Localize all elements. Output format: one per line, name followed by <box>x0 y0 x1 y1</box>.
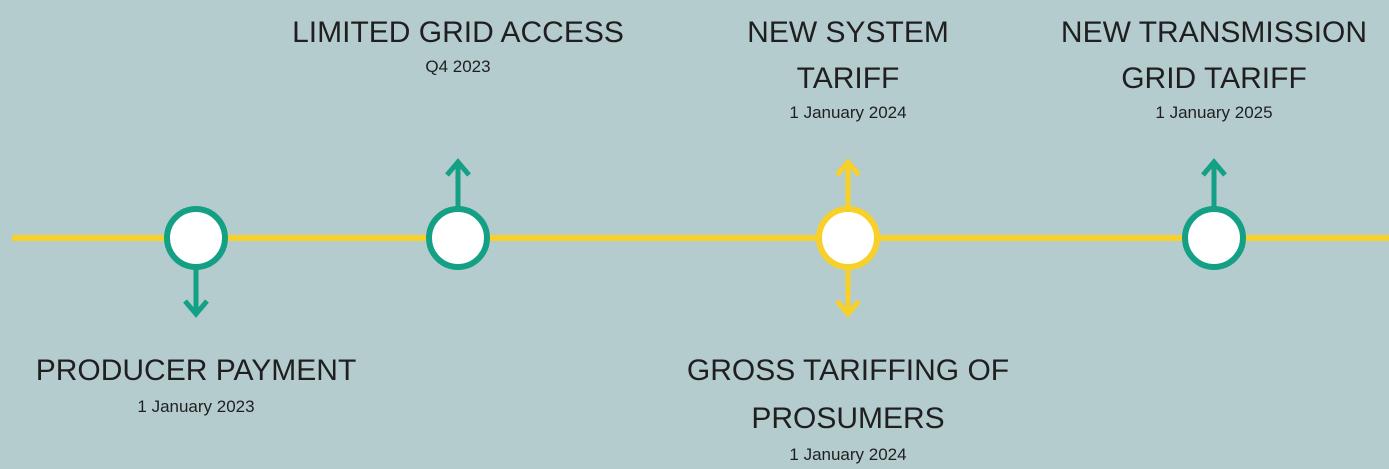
event-title: GRID TARIFF <box>1121 62 1307 95</box>
event-label: GROSS TARIFFING OF PROSUMERS 1 January 202… <box>687 354 1009 464</box>
arrow-head <box>183 299 209 318</box>
event-date: 1 January 2025 <box>1155 103 1272 122</box>
event-title: LIMITED GRID ACCESS <box>292 16 624 49</box>
event-title: NEW SYSTEM <box>747 16 949 49</box>
event-label: NEW TRANSMISSION GRID TARIFF 1 January 202… <box>1061 16 1367 122</box>
event-date: Q4 2023 <box>425 57 490 76</box>
event-label: NEW SYSTEM TARIFF 1 January 2024 <box>747 16 949 122</box>
arrow-head <box>835 158 861 177</box>
event-node <box>1182 206 1246 270</box>
event-label: PRODUCER PAYMENT 1 January 2023 <box>36 354 357 416</box>
event-title: GROSS TARIFFING OF <box>687 354 1009 387</box>
event-date: 1 January 2023 <box>137 397 254 416</box>
event-label: LIMITED GRID ACCESS Q4 2023 <box>292 16 624 76</box>
event-title: PROSUMERS <box>751 402 944 435</box>
arrow-head <box>445 158 471 177</box>
event-node <box>164 206 228 270</box>
event-title: PRODUCER PAYMENT <box>36 354 357 387</box>
arrow-head <box>835 299 861 318</box>
event-date: 1 January 2024 <box>789 103 906 122</box>
event-date: 1 January 2024 <box>789 445 906 464</box>
arrow-head <box>1201 158 1227 177</box>
event-title: NEW TRANSMISSION <box>1061 16 1367 49</box>
event-node <box>426 206 490 270</box>
event-title: TARIFF <box>797 62 900 95</box>
event-node <box>816 206 880 270</box>
